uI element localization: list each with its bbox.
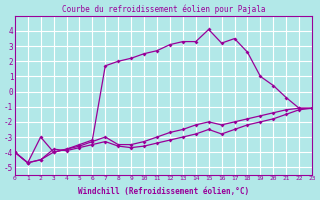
X-axis label: Windchill (Refroidissement éolien,°C): Windchill (Refroidissement éolien,°C) xyxy=(78,187,249,196)
Title: Courbe du refroidissement éolien pour Pajala: Courbe du refroidissement éolien pour Pa… xyxy=(62,4,265,14)
